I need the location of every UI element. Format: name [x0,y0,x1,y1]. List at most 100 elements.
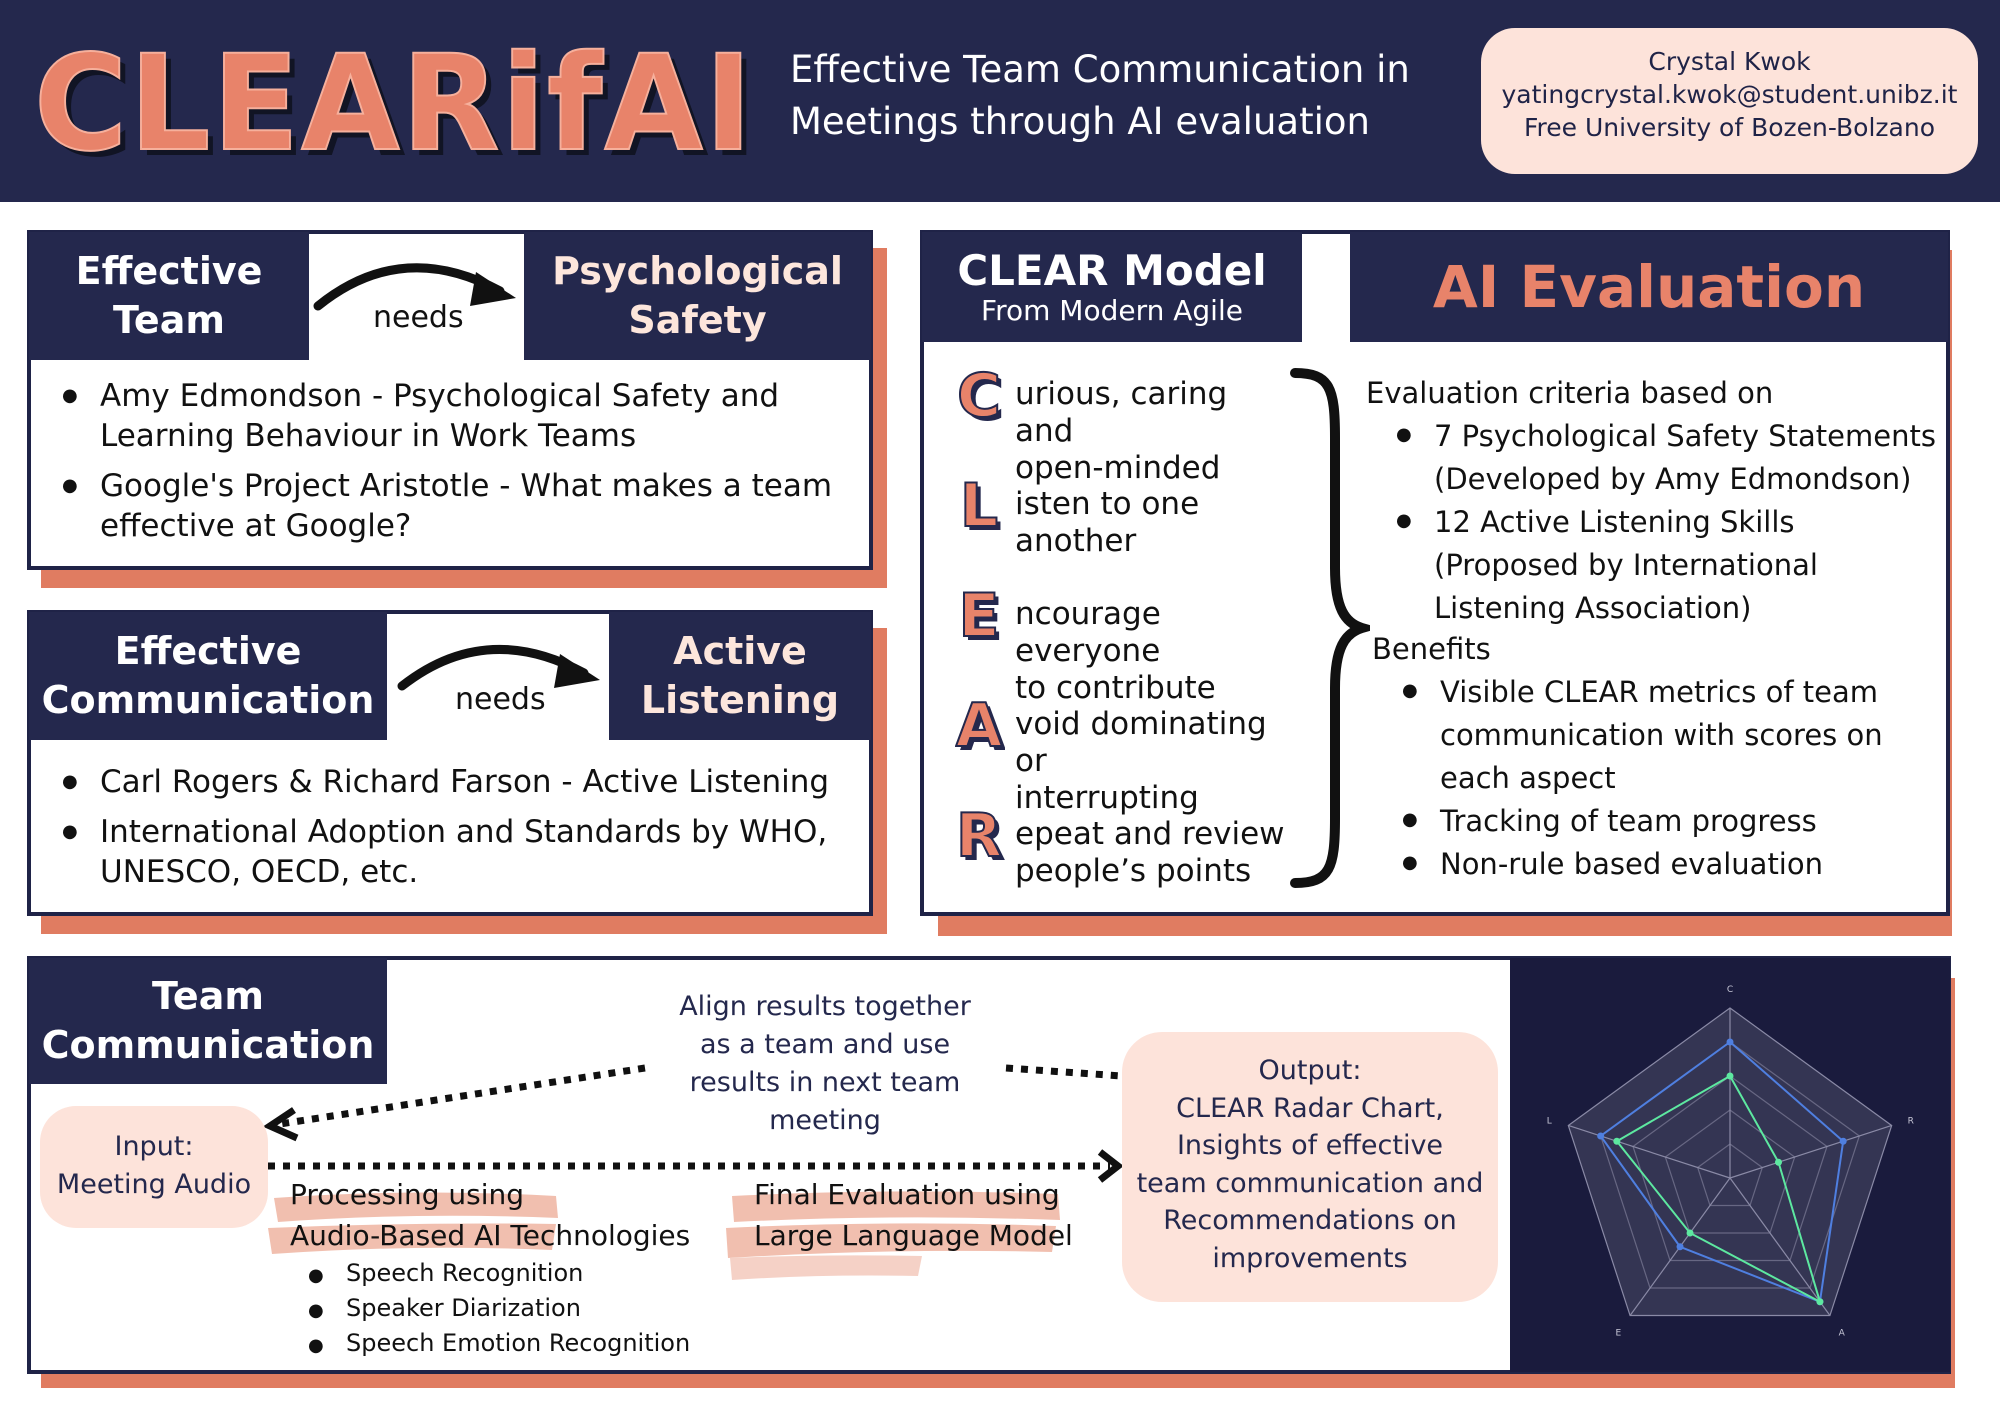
panel-comm-right-heading: Active Listening [609,612,871,740]
panel-team-right-heading: Psychological Safety [524,232,871,360]
logo-text: CLEARifAI [34,28,754,178]
criteria-heading: Evaluation criteria based on [1366,376,1774,410]
clear-model-heading: CLEAR Model From Modern Agile [922,232,1302,342]
list-item: Visible CLEAR metrics of team communicat… [1402,671,1946,800]
clear-item: C C urious, caring and open-minded [955,362,1295,486]
clear-line: epeat and review [1015,816,1285,852]
align-line: Align results together [679,991,971,1022]
output-box: Output: CLEAR Radar Chart, Insights of e… [1122,1032,1498,1302]
panel-team-bullets: Amy Edmondson - Psychological Safety and… [62,376,860,546]
needs-label: needs [455,682,546,717]
heading-line: Safety [628,298,767,342]
poster-title-line2: Meetings through AI evaluation [790,100,1370,143]
brush-highlight-processing [268,1192,558,1254]
clear-line: void dominating or [1015,706,1267,779]
heading-line: Effective [75,248,263,293]
radar-point [1686,1229,1694,1237]
criteria-line: 12 Active Listening Skills [1434,505,1795,539]
radar-point [1816,1298,1824,1306]
letter-glyph: A [956,692,1003,758]
benefit-line: Non-rule based evaluation [1440,847,1823,881]
poster-title: Effective Team Communication in Meetings… [790,44,1440,148]
list-item: Tracking of team progress [1402,800,1946,843]
radar-series-line [1615,1074,1822,1304]
radar-point [1613,1137,1621,1145]
radar-point [1726,1072,1734,1080]
output-line: CLEAR Radar Chart, [1176,1092,1444,1124]
letter-shadow: A [960,695,1005,758]
brush-highlight-final [726,1191,1060,1280]
align-line: results in next team [689,1067,961,1098]
clear-item-text: epeat and review people’s points [1015,816,1285,890]
needs-label: needs [373,300,464,335]
radar-point [1726,1038,1734,1046]
arrow-icon [397,644,600,691]
letter-badge: A A [955,692,1005,758]
radar-point [1775,1158,1783,1166]
curly-brace-icon [1290,368,1370,888]
output-line: team communication and [1136,1167,1484,1199]
author-email: yatingcrystal.kwok@student.unibz.it [1501,80,1958,109]
feedback-arrow-left-segment [279,1064,646,1128]
clear-item-text: isten to one another [1015,486,1199,560]
radar-axis-label: C [1727,985,1733,995]
feedback-arrow-right-segment [1005,1064,1123,1080]
radar-spoke [1729,1124,1892,1179]
clear-radar-chart: C R A E L [1510,958,1950,1372]
ai-eval-heading: AI Evaluation [1350,232,1948,342]
heading-line: Communication [41,1023,375,1067]
clear-line: urious, caring and [1015,376,1228,449]
clear-model-title: CLEAR Model [957,246,1267,295]
input-line: Input: [114,1131,194,1162]
processing-line: Processing using [290,1178,525,1211]
clear-list: C C urious, caring and open-minded L L i… [955,362,1295,912]
clear-line: open-minded [1015,450,1221,486]
heading-line: Active [673,628,807,673]
letter-glyph: R [956,802,1002,868]
letter-shadow: L [964,475,1002,538]
list-item: Speech Emotion Recognition [308,1326,690,1366]
radar-axis-label: A [1839,1329,1846,1339]
bullet-line: effective at Google? [100,508,412,544]
panel-comm-left-heading: Effective Communication [29,612,387,740]
list-item: Speech Recognition [308,1256,690,1296]
list-item: Amy Edmondson - Psychological Safety and… [62,376,860,456]
output-line: Insights of effective [1176,1130,1444,1161]
bullet-line: Google's Project Aristotle - What makes … [100,468,833,504]
bullet-line: Carl Rogers & Richard Farson - Active Li… [100,764,830,800]
output-line: Output: [1258,1055,1362,1086]
ai-eval-body: Evaluation criteria based on 7 Psycholog… [1366,372,1946,886]
ai-eval-title: AI Evaluation [1432,253,1866,321]
clear-item-text: ncourage everyone to contribute [1015,596,1295,707]
input-box: Input: Meeting Audio [40,1106,268,1228]
heading-line: Team [113,298,225,342]
list-item: Carl Rogers & Richard Farson - Active Li… [62,762,860,802]
poster-title-line1: Effective Team Communication in [790,48,1410,91]
heading-line: Listening [640,678,840,722]
bullet-line: Amy Edmondson - Psychological Safety and [100,378,780,414]
letter-badge: E E [958,582,1004,648]
align-line: as a team and use [699,1029,951,1060]
letter-glyph: C [957,362,1001,428]
list-item: Google's Project Aristotle - What makes … [62,466,860,546]
list-item: 12 Active Listening Skills (Proposed by … [1396,501,1946,630]
clear-item: R R epeat and review people’s points [955,802,1295,912]
bullet-line: UNESCO, OECD, etc. [100,854,419,890]
letter-shadow: R [960,805,1005,868]
radar-point [1597,1132,1605,1140]
letter-badge: L L [959,472,1002,538]
panel-team-left-heading: Effective Team [29,232,309,360]
bullet-line: International Adoption and Standards by … [100,814,828,850]
letter-glyph: E [959,582,1000,648]
heading-line: Communication [41,678,375,722]
author-box: Crystal Kwok yatingcrystal.kwok@student.… [1481,28,1978,174]
radar-point [1676,1243,1684,1251]
list-item: International Adoption and Standards by … [62,812,860,892]
team-comm-heading: Team Communication [29,958,387,1084]
clear-item: L L isten to one another [955,472,1295,582]
final-eval-line: Large Language Model [754,1219,1073,1252]
clear-item-text: void dominating or interrupting [1015,706,1295,817]
final-eval-text: Final Evaluation using Large Language Mo… [754,1174,1073,1256]
heading-line: Team [152,973,264,1018]
letter-glyph: L [960,472,998,538]
